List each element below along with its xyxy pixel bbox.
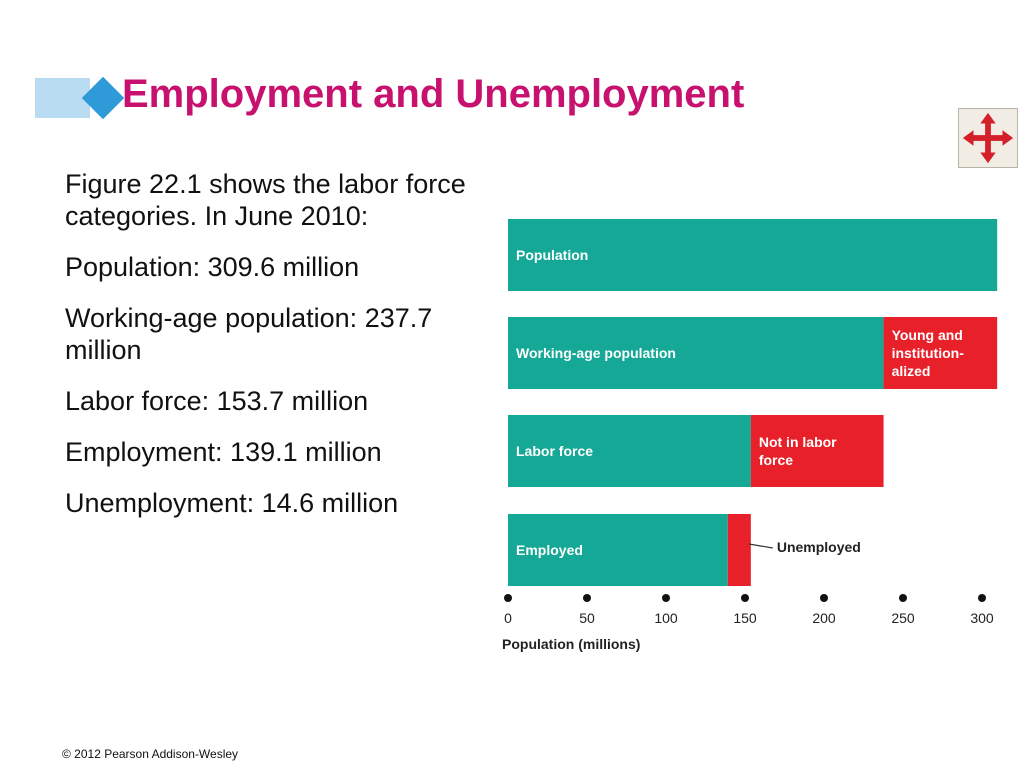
unemployed-callout-label: Unemployed: [777, 539, 861, 555]
x-tick-label-50: 50: [579, 610, 595, 626]
x-tick-dot-150: [741, 594, 749, 602]
paragraph-labor-force: Labor force: 153.7 million: [65, 386, 369, 416]
bar-segment-population: [508, 219, 998, 291]
page-title: Employment and Unemployment: [122, 72, 745, 116]
x-tick-dot-0: [504, 594, 512, 602]
body-text: Figure 22.1 shows the labor force catego…: [65, 168, 495, 538]
bar-label-labor-force: Labor force: [516, 443, 593, 459]
labor-force-chart: Population Working-age population Young an…: [500, 205, 1015, 665]
bar-label-not-in-labor-force: Not in labor force: [759, 434, 837, 468]
paragraph-working-age: Working-age population: 237.7 million: [65, 303, 433, 365]
bar-segment-labor-force: [508, 415, 751, 487]
x-tick-label-200: 200: [812, 610, 836, 626]
bar-label-employed: Employed: [516, 542, 583, 558]
bar-segment-not-in-labor-force: [750, 415, 884, 487]
x-tick-label-300: 300: [970, 610, 994, 626]
chart-svg: Population Working-age population Young an…: [502, 219, 998, 652]
bar-label-young-and-institution-alized: Young and institution-alized: [892, 327, 965, 379]
x-tick-label-0: 0: [504, 610, 512, 626]
x-tick-dot-200: [820, 594, 828, 602]
x-tick-dot-50: [583, 594, 591, 602]
paragraph-figure-intro: Figure 22.1 shows the labor force catego…: [65, 169, 466, 231]
move-arrows-icon: [962, 112, 1014, 164]
bar-segment-employed: [508, 514, 728, 586]
copyright-footer: © 2012 Pearson Addison-Wesley: [62, 747, 239, 761]
bar-segment-unemployed: [727, 514, 751, 586]
x-tick-label-150: 150: [733, 610, 757, 626]
x-tick-dot-300: [978, 594, 986, 602]
paragraph-unemployment: Unemployment: 14.6 million: [65, 488, 399, 518]
bar-segment-working-age-population: [508, 317, 884, 389]
bar-segment-young-and-institution-alized: [883, 317, 998, 389]
unemployed-callout-line: [748, 543, 773, 549]
paragraph-population: Population: 309.6 million: [65, 252, 360, 282]
x-tick-dot-100: [662, 594, 670, 602]
title-decoration: [35, 76, 125, 120]
x-axis-title: Population (millions): [502, 636, 640, 652]
bar-label-working-age-population: Working-age population: [516, 345, 676, 361]
x-tick-label-100: 100: [654, 610, 678, 626]
x-tick-label-250: 250: [891, 610, 915, 626]
title-band: [35, 78, 90, 118]
paragraph-employment: Employment: 139.1 million: [65, 437, 382, 467]
x-tick-dot-250: [899, 594, 907, 602]
bar-label-population: Population: [516, 247, 588, 263]
move-arrows-button[interactable]: [958, 108, 1018, 168]
